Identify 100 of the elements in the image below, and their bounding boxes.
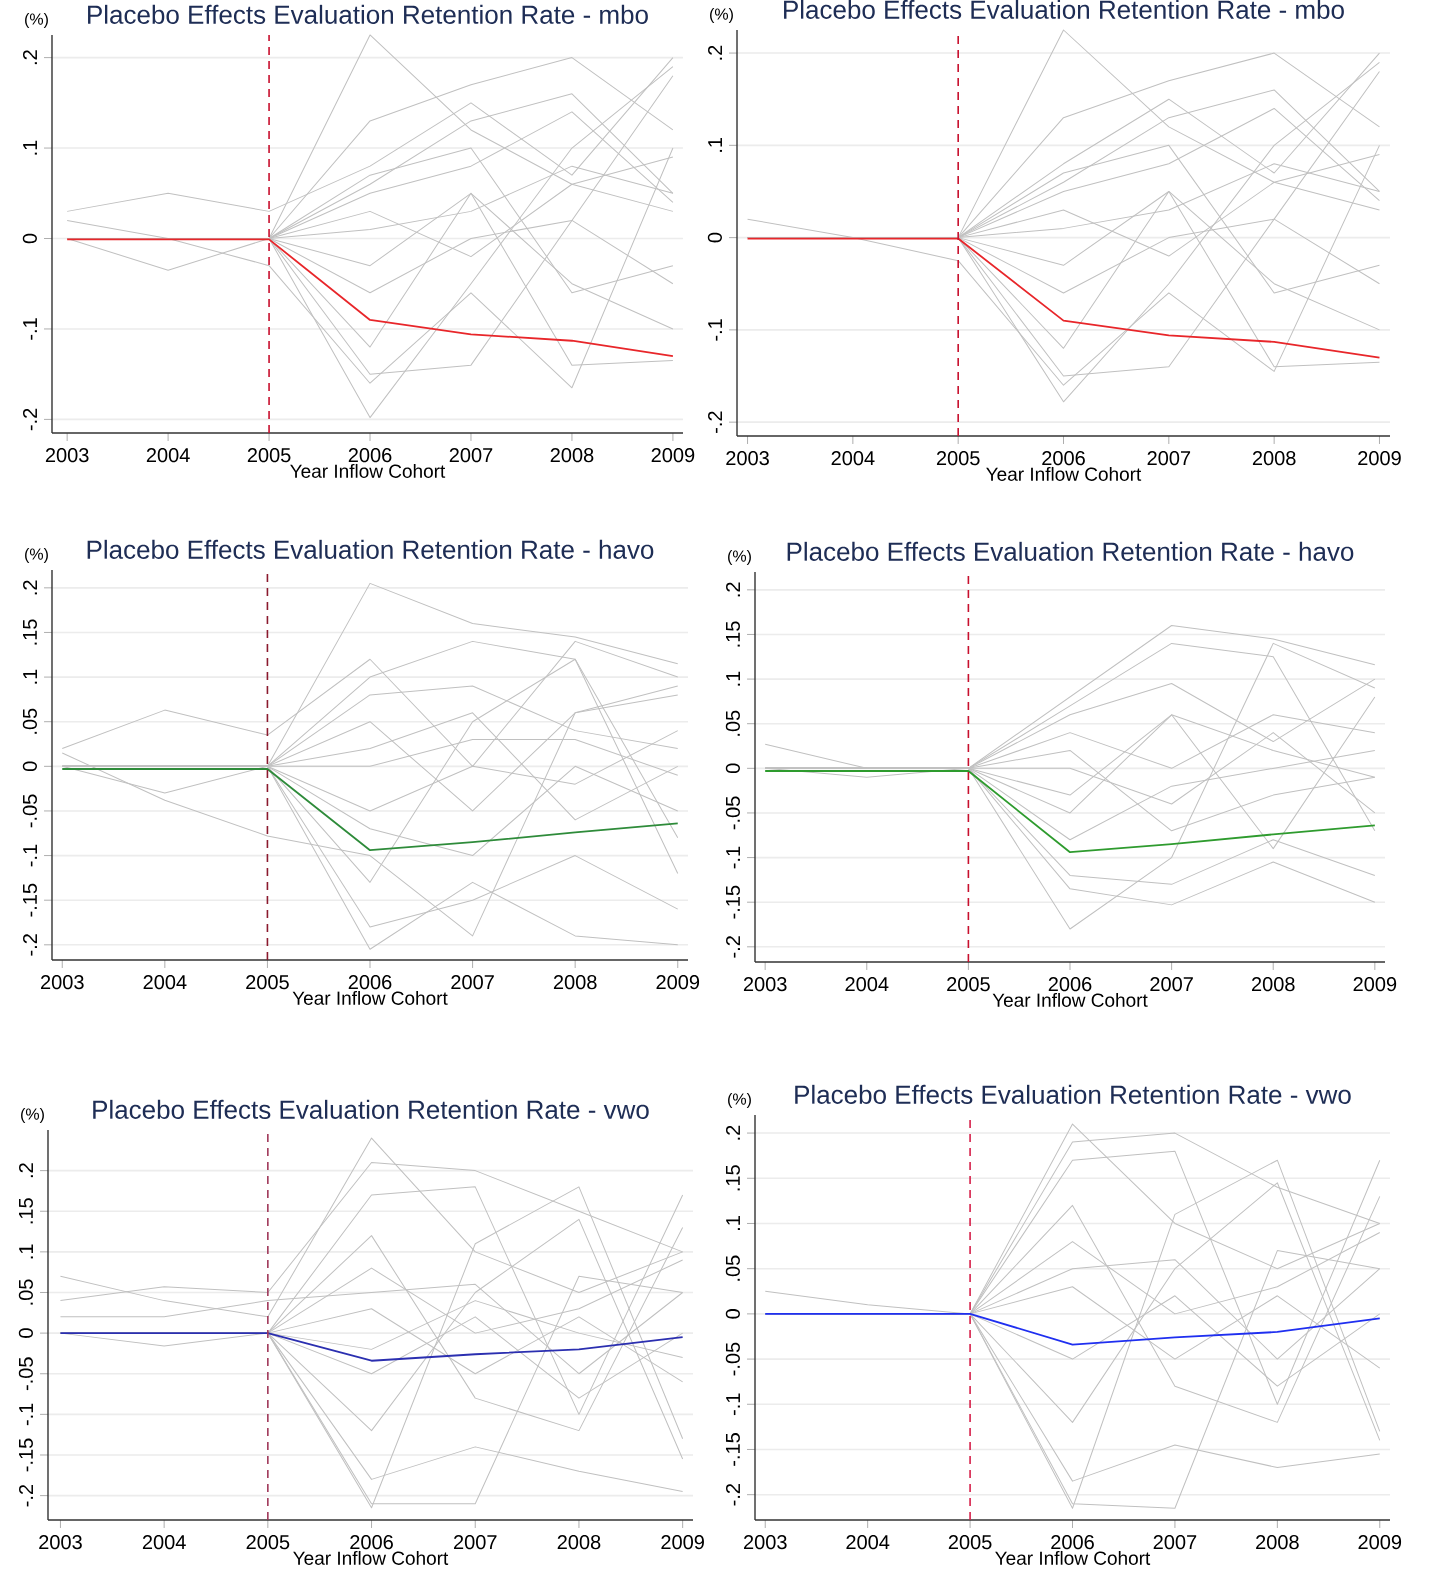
x-tick-label: 2006 <box>350 1535 393 1550</box>
y-tick-label: -.1 <box>726 1393 740 1416</box>
x-axis-title: Year Inflow Cohort <box>992 992 1148 1007</box>
chart-title: Placebo Effects Evaluation Retention Rate - mbo <box>784 0 1344 19</box>
x-tick-label: 2008 <box>557 1535 601 1550</box>
y-tick-label: -.05 <box>22 794 37 828</box>
y-tick-label: .15 <box>19 1198 33 1224</box>
y-tick-label: .1 <box>23 669 37 684</box>
y-tick-label: -.2 <box>708 411 722 433</box>
x-tick-label: 2004 <box>846 1535 890 1550</box>
x-tick-label: 2006 <box>348 448 392 463</box>
y-tick-label: .15 <box>23 619 37 645</box>
y-tick-label: -.05 <box>725 1342 740 1376</box>
x-tick-label: 2004 <box>143 975 187 990</box>
x-tick-label: 2005 <box>948 1535 992 1550</box>
y-tick-label: .05 <box>22 708 37 734</box>
x-tick-label: 2008 <box>1256 1535 1299 1550</box>
x-tick-label: 2005 <box>246 975 289 990</box>
x-tick-label: 2008 <box>550 448 594 463</box>
x-tick-label: 2003 <box>45 448 89 463</box>
y-tick-label: -.1 <box>708 319 722 341</box>
x-tick-label: 2006 <box>1048 977 1092 992</box>
x-tick-label: 2009 <box>651 448 695 463</box>
y-tick-label: -.15 <box>725 1433 740 1466</box>
y-tick-label: -.2 <box>22 408 37 431</box>
x-tick-label: 2005 <box>947 977 990 992</box>
x-tick-label: 2009 <box>656 975 700 990</box>
x-tick-label: 2009 <box>1353 977 1397 992</box>
x-tick-label: 2009 <box>661 1535 704 1550</box>
y-tick-label: .05 <box>725 1255 740 1281</box>
y-axis-title: (%) <box>710 8 733 23</box>
y-tick-label: -.05 <box>725 796 740 830</box>
x-tick-label: 2007 <box>1147 451 1191 466</box>
x-tick-label: 2007 <box>451 975 494 990</box>
y-axis-title: (%) <box>728 550 751 565</box>
y-tick-label: .05 <box>18 1279 33 1305</box>
y-tick-label: .2 <box>22 50 37 65</box>
chart-title: Placebo Effects Evaluation Retention Rate - vwo <box>93 1099 649 1119</box>
y-tick-label: .2 <box>708 45 722 60</box>
y-tick-label: .2 <box>23 580 37 595</box>
x-tick-label: 2005 <box>936 451 980 466</box>
x-tick-label: 2006 <box>348 975 392 990</box>
x-tick-label: 2007 <box>454 1535 497 1550</box>
y-tick-label: .1 <box>726 671 740 686</box>
x-tick-label: 2007 <box>1150 977 1193 992</box>
x-axis-title: Year Inflow Cohort <box>292 990 448 1005</box>
y-tick-label: 0 <box>725 763 740 774</box>
x-tick-label: 2003 <box>41 975 84 990</box>
x-tick-label: 2003 <box>726 451 769 466</box>
y-tick-label: -.15 <box>726 885 740 919</box>
y-tick-label: 0 <box>22 233 37 244</box>
x-tick-label: 2003 <box>743 977 787 992</box>
y-tick-label: -.1 <box>726 846 740 869</box>
chart-title: Placebo Effects Evaluation Retention Rate - vwo <box>795 1084 1351 1104</box>
y-tick-label: .2 <box>19 1163 33 1178</box>
y-tick-label: .2 <box>726 582 740 597</box>
x-tick-label: 2005 <box>246 1535 290 1550</box>
y-tick-label: .2 <box>725 1125 740 1140</box>
y-axis-title: (%) <box>25 548 48 563</box>
x-tick-label: 2004 <box>831 451 875 466</box>
chart-title: Placebo Effects Evaluation Retention Rate - havo <box>787 541 1354 561</box>
x-tick-label: 2006 <box>1051 1535 1094 1550</box>
y-tick-label: -.15 <box>23 883 37 917</box>
x-axis-title: Year Inflow Cohort <box>995 1550 1151 1565</box>
y-tick-label: .1 <box>19 1244 33 1259</box>
x-tick-label: 2003 <box>39 1535 82 1550</box>
y-tick-label: .05 <box>725 710 740 736</box>
x-tick-label: 2008 <box>1251 977 1295 992</box>
y-tick-label: -.05 <box>18 1357 33 1391</box>
y-tick-label: -.2 <box>726 936 740 958</box>
y-tick-label: 0 <box>18 1328 33 1338</box>
y-tick-label: -.2 <box>23 934 37 956</box>
x-tick-label: 2007 <box>1153 1535 1197 1550</box>
x-axis-title: Year Inflow Cohort <box>293 1550 449 1565</box>
y-tick-label: -.15 <box>19 1438 33 1472</box>
x-tick-label: 2006 <box>1042 451 1085 466</box>
x-tick-label: 2003 <box>744 1535 787 1550</box>
x-axis-title: Year Inflow Cohort <box>986 466 1142 481</box>
y-tick-label: -.1 <box>19 1403 33 1426</box>
y-tick-label: .1 <box>708 137 722 152</box>
y-axis-title: (%) <box>21 1108 44 1123</box>
y-tick-label: -.1 <box>23 844 37 867</box>
x-tick-label: 2004 <box>142 1535 186 1550</box>
x-tick-label: 2005 <box>247 448 291 463</box>
x-tick-label: 2008 <box>553 975 597 990</box>
chart-title: Placebo Effects Evaluation Retention Rate - mbo <box>88 4 648 24</box>
chart-title: Placebo Effects Evaluation Retention Rate - havo <box>87 539 654 559</box>
y-tick-label: 0 <box>22 761 37 772</box>
y-tick-label: .1 <box>726 1216 740 1230</box>
y-tick-label: 0 <box>707 232 722 243</box>
y-tick-label: 0 <box>725 1309 740 1319</box>
y-tick-label: .1 <box>23 140 37 155</box>
x-tick-label: 2009 <box>1358 1535 1402 1550</box>
y-tick-label: .15 <box>726 621 740 647</box>
y-axis-title: (%) <box>25 13 48 28</box>
y-axis-title: (%) <box>728 1093 751 1108</box>
y-tick-label: .15 <box>725 1165 740 1191</box>
x-axis-title: Year Inflow Cohort <box>290 463 446 478</box>
x-tick-label: 2004 <box>845 977 889 992</box>
x-tick-label: 2004 <box>146 448 190 463</box>
